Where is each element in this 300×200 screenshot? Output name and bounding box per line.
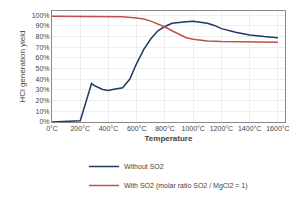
svg-text:Temperature: Temperature [145, 134, 193, 143]
svg-text:Without SO2: Without SO2 [124, 163, 164, 170]
svg-text:100%: 100% [32, 12, 50, 19]
svg-text:With SO2 (molar ratio SO2 / Mg: With SO2 (molar ratio SO2 / MgCl2 = 1) [124, 182, 248, 190]
svg-text:1400°C: 1400°C [238, 125, 261, 132]
svg-text:50%: 50% [36, 65, 50, 72]
svg-text:70%: 70% [36, 44, 50, 51]
svg-text:80%: 80% [36, 33, 50, 40]
svg-text:30%: 30% [36, 86, 50, 93]
svg-text:1600°C: 1600°C [266, 125, 289, 132]
svg-text:90%: 90% [36, 22, 50, 29]
svg-text:20%: 20% [36, 97, 50, 104]
svg-text:1200°C: 1200°C [210, 125, 233, 132]
svg-text:1000°C: 1000°C [181, 125, 204, 132]
svg-text:10%: 10% [36, 108, 50, 115]
svg-text:400°C: 400°C [99, 125, 119, 132]
svg-text:60%: 60% [36, 54, 50, 61]
svg-text:200°C: 200°C [70, 125, 90, 132]
svg-text:0%: 0% [39, 118, 49, 125]
svg-text:40%: 40% [36, 76, 50, 83]
svg-text:800°C: 800°C [155, 125, 175, 132]
svg-text:HCl generation yield: HCl generation yield [18, 30, 27, 102]
svg-text:600°C: 600°C [127, 125, 147, 132]
svg-text:0°C: 0°C [46, 125, 58, 132]
